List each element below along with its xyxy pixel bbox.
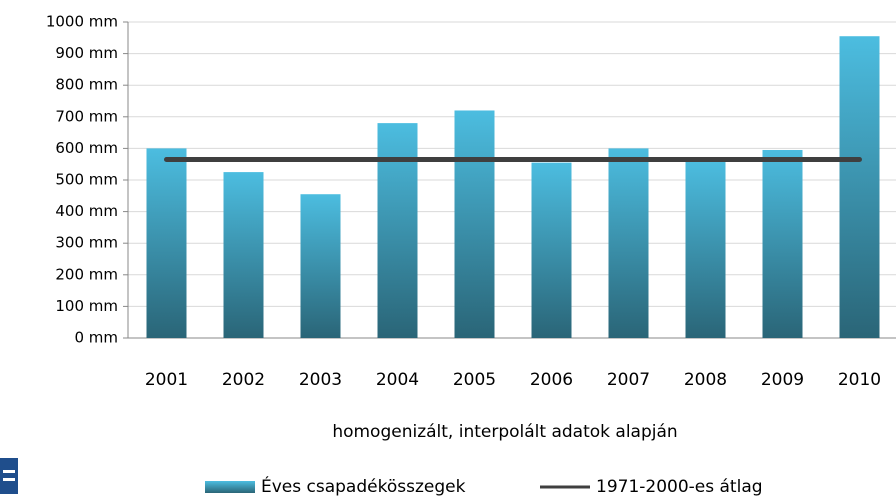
legend-swatch (205, 481, 255, 493)
legend-label: Éves csapadékösszegek (261, 475, 466, 497)
x-tick-label: 2003 (299, 370, 342, 390)
bar (608, 148, 649, 338)
y-tick-label: 900 mm (55, 44, 118, 62)
x-tick-label: 2005 (453, 370, 496, 390)
x-tick-label: 2001 (145, 370, 188, 390)
bar (300, 194, 341, 338)
y-tick-label: 700 mm (55, 107, 118, 125)
x-tick-label: 2002 (222, 370, 265, 390)
legend-label: 1971-2000-es átlag (596, 477, 763, 497)
bar (223, 172, 264, 338)
x-tick-label: 2008 (684, 370, 727, 390)
x-tick-label: 2006 (530, 370, 573, 390)
bar (377, 123, 418, 339)
logo (0, 458, 18, 494)
y-tick-label: 800 mm (55, 76, 118, 94)
x-axis-label: homogenizált, interpolált adatok alapján (332, 422, 677, 442)
bar (454, 110, 495, 338)
y-tick-label: 200 mm (55, 265, 118, 283)
y-tick-label: 500 mm (55, 171, 118, 189)
y-tick-label: 400 mm (55, 202, 118, 220)
y-tick-label: 300 mm (55, 234, 118, 252)
bar (762, 149, 803, 338)
x-tick-label: 2009 (761, 370, 804, 390)
x-tick-label: 2007 (607, 370, 650, 390)
bar (685, 161, 726, 338)
bar (146, 148, 187, 338)
y-tick-label: 1000 mm (46, 13, 118, 31)
y-tick-label: 600 mm (55, 139, 118, 157)
x-tick-label: 2004 (376, 370, 419, 390)
bar (839, 36, 880, 338)
y-tick-label: 100 mm (55, 297, 118, 315)
x-tick-label: 2010 (838, 370, 881, 390)
bar (531, 162, 572, 338)
y-tick-label: 0 mm (74, 329, 118, 347)
